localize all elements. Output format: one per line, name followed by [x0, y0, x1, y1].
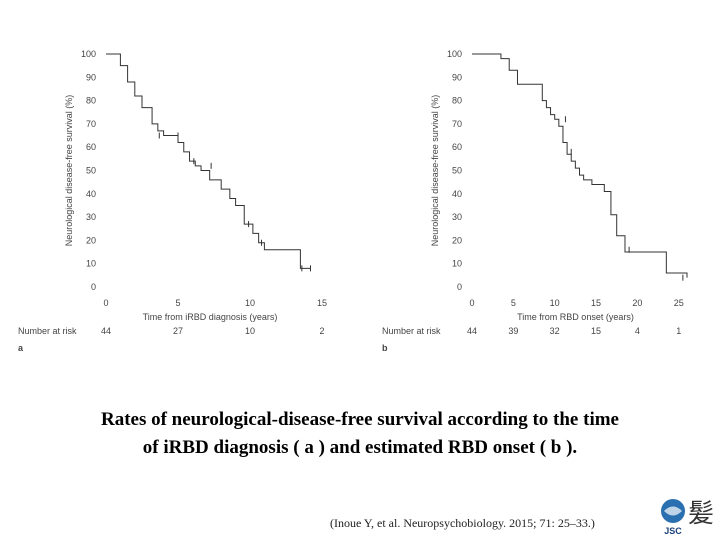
x-tick-label: 10 [245, 298, 255, 308]
x-tick-label: 5 [175, 298, 180, 308]
y-tick-label: 0 [457, 282, 462, 292]
y-tick-label: 60 [452, 142, 462, 152]
x-tick-label: 0 [469, 298, 474, 308]
y-tick-label: 0 [91, 282, 96, 292]
jsc-logo-icon: JSC [661, 499, 685, 536]
panel-label: b [382, 343, 388, 353]
y-tick-label: 40 [86, 189, 96, 199]
number-at-risk-label: Number at risk [18, 326, 77, 336]
y-tick-label: 30 [86, 212, 96, 222]
y-axis-label: Neurological disease-free survival (%) [64, 95, 74, 247]
number-at-risk-value: 2 [319, 326, 324, 336]
citation: (Inoue Y, et al. Neuropsychobiology. 201… [330, 516, 595, 530]
number-at-risk-value: 32 [550, 326, 560, 336]
x-tick-label: 15 [591, 298, 601, 308]
chart-panel-a: 0 10 20 30 40 50 60 70 80 90 100 0 5 10 15 Neurological… [18, 49, 327, 353]
number-at-risk-value: 4 [635, 326, 640, 336]
y-tick-label: 70 [86, 119, 96, 129]
figure-caption: Rates of neurological-disease-free survi… [0, 406, 720, 462]
y-axis-label: Neurological disease-free survival (%) [430, 95, 440, 247]
y-tick-label: 80 [86, 96, 96, 106]
y-tick-label: 60 [86, 142, 96, 152]
x-tick-label: 25 [674, 298, 684, 308]
number-at-risk-value: 1 [676, 326, 681, 336]
x-tick-label: 20 [632, 298, 642, 308]
survival-step-line [106, 53, 311, 269]
y-tick-label: 50 [86, 166, 96, 176]
y-tick-label: 90 [86, 72, 96, 82]
number-at-risk-label: Number at risk [382, 326, 441, 336]
x-tick-label: 15 [317, 298, 327, 308]
panel-label: a [18, 343, 24, 353]
y-tick-label: 20 [86, 235, 96, 245]
y-tick-label: 50 [452, 166, 462, 176]
x-tick-label: 10 [550, 298, 560, 308]
x-tick-label: 5 [511, 298, 516, 308]
y-tick-label: 10 [452, 259, 462, 269]
caption-line-2: of iRBD diagnosis ( a ) and estimated RB… [142, 437, 578, 458]
y-tick-label: 40 [452, 189, 462, 199]
chart-panel-b: 0 10 20 30 40 50 60 70 80 90 100 0 5 10 15 20 25 Neurolog… [382, 49, 688, 353]
y-tick-label: 100 [447, 49, 462, 59]
logo-kanji-mark: 髪 [688, 499, 715, 528]
y-tick-label: 30 [452, 212, 462, 222]
number-at-risk-value: 10 [245, 326, 255, 336]
y-tick-label: 10 [86, 259, 96, 269]
y-tick-label: 80 [452, 96, 462, 106]
number-at-risk-value: 44 [467, 326, 477, 336]
number-at-risk-value: 15 [591, 326, 601, 336]
number-at-risk-value: 39 [508, 326, 518, 336]
logo-text: JSC [664, 526, 682, 536]
y-tick-label: 90 [452, 72, 462, 82]
y-tick-label: 100 [81, 49, 96, 59]
survival-step-line [472, 53, 688, 278]
y-tick-label: 70 [452, 119, 462, 129]
number-at-risk-value: 27 [173, 326, 183, 336]
x-axis-label: Time from iRBD diagnosis (years) [143, 312, 278, 322]
y-tick-label: 20 [452, 235, 462, 245]
x-tick-label: 0 [103, 298, 108, 308]
caption-line-1: Rates of neurological-disease-free survi… [100, 409, 619, 430]
x-axis-label: Time from RBD onset (years) [517, 312, 634, 322]
number-at-risk-value: 44 [101, 326, 111, 336]
